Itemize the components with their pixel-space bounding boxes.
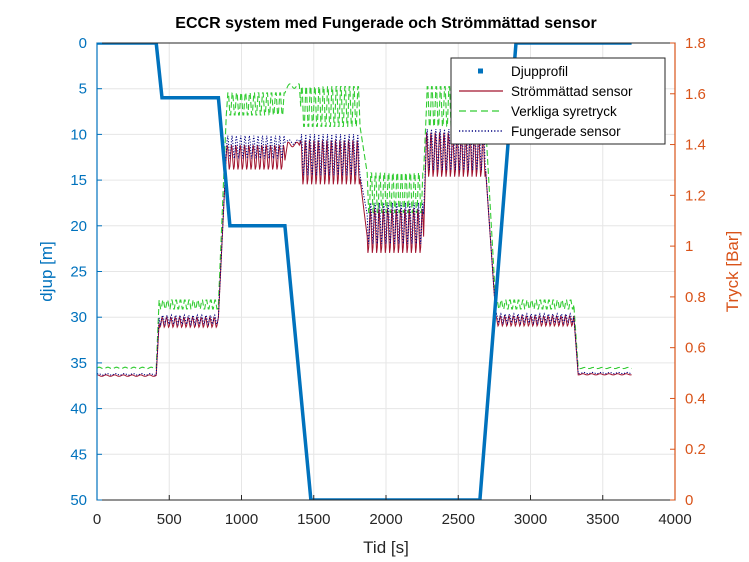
y-left-tick-label: 20 <box>70 218 87 235</box>
y-right-tick-label: 1.4 <box>685 137 706 154</box>
y-right-tick-label: 1.2 <box>685 187 706 204</box>
x-tick-label: 1500 <box>297 511 330 528</box>
y-left-tick-label: 10 <box>70 126 87 143</box>
x-tick-label: 500 <box>157 511 182 528</box>
y-right-tick-label: 1.8 <box>685 35 706 52</box>
x-tick-label: 3000 <box>514 511 547 528</box>
y-axis-right-label: Tryck [Bar] <box>723 231 742 313</box>
verkliga-syretryck-line <box>97 83 632 370</box>
x-tick-label: 4000 <box>658 511 691 528</box>
x-tick-label: 3500 <box>586 511 619 528</box>
legend-label: Strömmättad sensor <box>511 84 633 99</box>
y-right-tick-label: 1.6 <box>685 86 706 103</box>
x-tick-label: 0 <box>93 511 101 528</box>
y-right-tick-label: 0.2 <box>685 441 706 458</box>
x-axis-label: Tid [s] <box>363 538 409 557</box>
axis-ticks: 0 500 1000 1500 2000 2500 3000 3500 400005101520… <box>70 35 706 528</box>
y-right-tick-label: 1 <box>685 238 693 255</box>
y-axis-left-label: djup [m] <box>37 241 56 301</box>
y-left-tick-label: 15 <box>70 172 87 189</box>
legend-label: Verkliga syretryck <box>511 104 617 119</box>
legend-label: Fungerade sensor <box>511 124 621 139</box>
legend-box <box>450 57 666 145</box>
y-left-tick-label: 35 <box>70 355 87 372</box>
legend-swatch-marker <box>478 68 483 74</box>
y-left-tick-label: 45 <box>70 446 87 463</box>
plot-lines <box>97 43 632 500</box>
fungerade-sensor-line <box>97 129 632 376</box>
y-right-tick-label: 0 <box>685 492 693 509</box>
y-right-tick-label: 0.6 <box>685 340 706 357</box>
y-left-tick-label: 50 <box>70 492 87 509</box>
x-tick-label: 2500 <box>442 511 475 528</box>
legend: Djupprofil Strömmättad sensor Verkliga syr… <box>450 57 666 145</box>
djupprofil-line <box>97 43 632 500</box>
y-right-tick-label: 0.8 <box>685 289 706 306</box>
y-left-tick-label: 0 <box>79 35 87 52</box>
x-tick-label: 1000 <box>225 511 258 528</box>
y-right-tick-label: 0.4 <box>685 390 706 407</box>
legend-label: Djupprofil <box>511 64 568 79</box>
chart-title: ECCR system med Fungerade och Strömmätta… <box>175 15 596 32</box>
y-left-tick-label: 5 <box>79 81 87 98</box>
x-tick-label: 2000 <box>369 511 402 528</box>
y-left-tick-label: 30 <box>70 309 87 326</box>
y-left-tick-label: 25 <box>70 264 87 281</box>
y-left-tick-label: 40 <box>70 401 87 418</box>
